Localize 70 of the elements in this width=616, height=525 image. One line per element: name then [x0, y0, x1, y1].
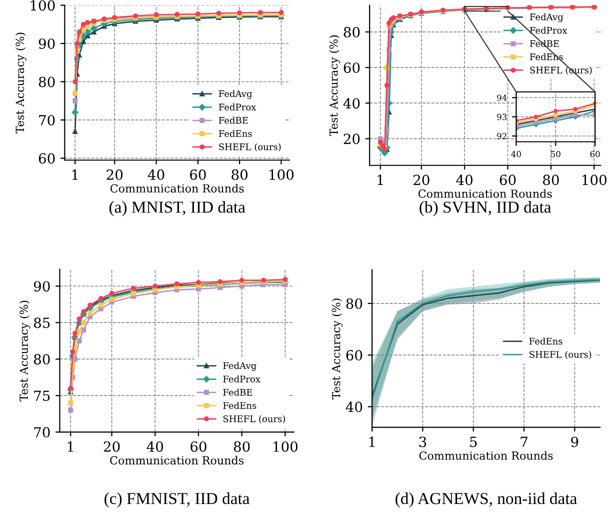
x-tick-label: 80: [234, 441, 250, 452]
x-tick-label: 20: [414, 174, 430, 186]
x-tick-label: 60: [590, 150, 600, 158]
legend-label: FedEns: [218, 130, 252, 137]
legend-label: FedBE: [223, 388, 252, 396]
x-tick-label: 7: [520, 436, 528, 447]
x-tick-label: 60: [190, 169, 206, 180]
legend-label: FedAvg: [530, 13, 564, 22]
legend-label: FedProx: [223, 375, 260, 382]
y-axis-title: Test Accuracy (%): [329, 35, 340, 136]
y-axis-title: Test Accuracy (%): [19, 300, 30, 402]
text: (a) MNIST, IID data: [109, 201, 246, 216]
y-tick-label: 80: [344, 26, 360, 38]
legend-label: SHEFL (ours): [223, 415, 285, 424]
legend-label: SHEFL (ours): [530, 350, 592, 360]
legend-label: FedBE: [218, 116, 248, 124]
y-tick-label: 90: [34, 281, 50, 292]
legend-label: FedEns: [529, 338, 562, 345]
x-tick-label: 80: [543, 174, 559, 186]
y-tick-label: 60: [346, 350, 362, 361]
x-tick-label: 20: [106, 169, 123, 180]
x-tick-label: 9: [571, 436, 578, 448]
x-tick-label: 100: [582, 174, 606, 186]
y-tick-label: 20: [344, 134, 360, 144]
x-tick-label: 1: [369, 436, 375, 447]
x-tick-label: 5: [470, 436, 477, 448]
legend-label: FedAvg: [223, 362, 256, 371]
y-tick-label: 80: [346, 298, 362, 309]
y-tick-label: 40: [343, 98, 360, 109]
x-tick-label: 40: [148, 169, 164, 180]
y-tick-label: 92: [497, 132, 506, 140]
y-tick-label: 93: [497, 114, 507, 120]
text: (b) SVHN, IID data: [420, 201, 552, 216]
legend-label: SHEFL (ours): [219, 143, 281, 152]
x-axis-title: Communication Rounds: [110, 456, 244, 465]
y-tick-label: 70: [39, 114, 55, 126]
y-axis-title: Test Accuracy (%): [332, 298, 343, 400]
x-axis-title: Communication Rounds: [418, 189, 552, 198]
y-tick-label: 85: [34, 318, 50, 328]
x-tick-label: 80: [232, 169, 248, 180]
x-tick-label: 1: [72, 169, 78, 180]
x-tick-label: 20: [104, 441, 120, 452]
y-tick-label: 80: [38, 76, 55, 88]
legend-label: FedProx: [530, 26, 568, 34]
x-tick-label: 3: [419, 436, 426, 448]
x-tick-label: 100: [274, 441, 298, 452]
y-tick-label: 75: [34, 390, 50, 402]
y-tick-label: 94: [497, 94, 507, 101]
y-axis-title: Test Accuracy (%): [15, 32, 26, 134]
text: (d) AGNEWS, non-iid data: [396, 492, 577, 508]
y-tick-label: 80: [34, 354, 50, 365]
x-tick-label: 1: [68, 441, 74, 452]
y-tick-label: 90: [38, 38, 55, 49]
x-axis-title: Communication Rounds: [110, 184, 244, 193]
legend-label: FedEns: [223, 402, 256, 409]
text: (c) FMNIST, IID data: [104, 492, 250, 508]
x-tick-label: 40: [511, 150, 521, 158]
y-tick-label: 60: [344, 62, 360, 73]
legend-label: FedAvg: [218, 90, 252, 99]
x-tick-label: 100: [270, 169, 294, 180]
y-tick-label: 40: [346, 402, 362, 412]
x-tick-label: 40: [146, 441, 164, 452]
x-tick-label: 40: [456, 174, 473, 186]
y-tick-label: 100: [30, 0, 55, 11]
x-tick-label: 60: [190, 441, 206, 452]
x-tick-label: 50: [551, 150, 560, 158]
y-tick-label: 70: [34, 427, 50, 438]
x-axis-title: Communication Rounds: [419, 451, 553, 460]
legend-label: FedProx: [218, 104, 256, 110]
x-tick-label: 1: [378, 174, 383, 185]
